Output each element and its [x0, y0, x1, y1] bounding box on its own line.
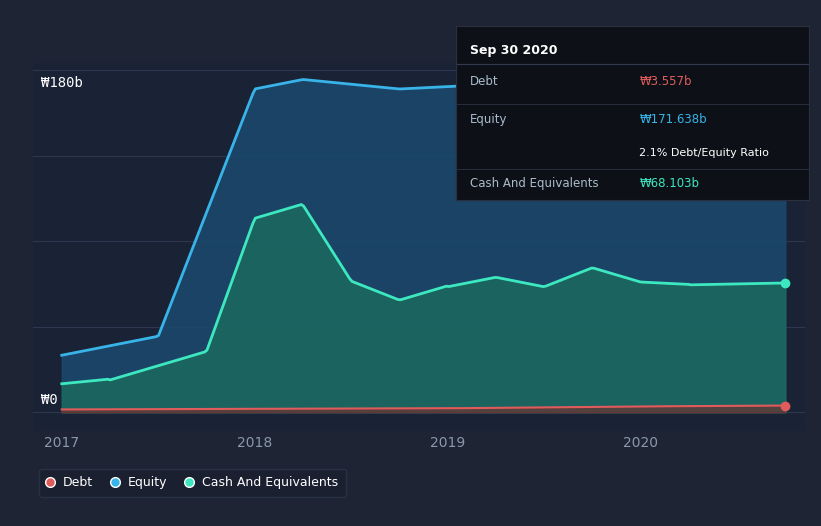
Text: ₩180b: ₩180b	[40, 76, 82, 90]
Text: ₩3.557b: ₩3.557b	[640, 75, 692, 88]
Text: Debt: Debt	[470, 75, 498, 88]
Text: Equity: Equity	[470, 113, 507, 126]
Text: Cash And Equivalents: Cash And Equivalents	[470, 177, 599, 190]
Text: ₩0: ₩0	[40, 393, 57, 407]
Text: ₩68.103b: ₩68.103b	[640, 177, 699, 190]
Text: ₩171.638b: ₩171.638b	[640, 113, 707, 126]
Legend: Debt, Equity, Cash And Equivalents: Debt, Equity, Cash And Equivalents	[39, 469, 346, 497]
Text: Sep 30 2020: Sep 30 2020	[470, 44, 557, 57]
Text: 2.1% Debt/Equity Ratio: 2.1% Debt/Equity Ratio	[640, 148, 769, 158]
